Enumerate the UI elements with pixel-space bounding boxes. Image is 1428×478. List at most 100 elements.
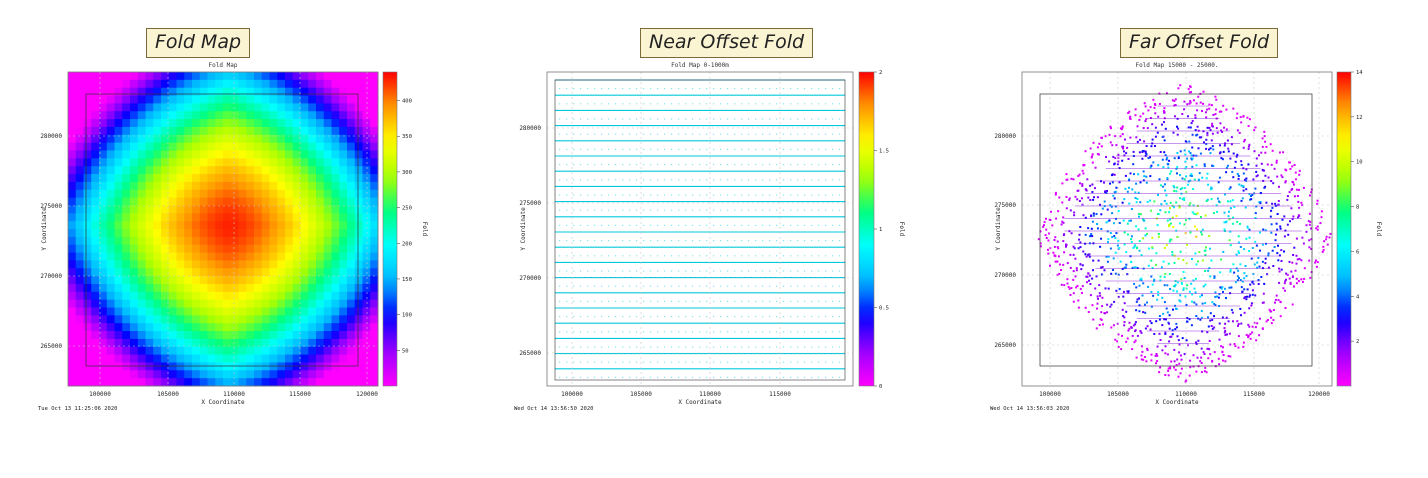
heatmap-cell: [168, 283, 177, 293]
fold-dot: [825, 331, 827, 333]
heatmap-cell: [114, 111, 123, 120]
heatmap-cell: [91, 221, 100, 230]
fold-point: [1272, 309, 1275, 311]
fold-point: [1259, 201, 1262, 203]
fold-point: [1133, 245, 1136, 248]
fold-point: [1278, 254, 1281, 257]
fold-dot: [622, 331, 624, 333]
y-tick-label: 270000: [519, 275, 541, 282]
heatmap-cell: [168, 189, 177, 198]
fold-point: [1183, 149, 1186, 152]
fold-dot: [825, 224, 827, 226]
fold-point: [1323, 240, 1326, 243]
heatmap-cell: [308, 362, 317, 371]
fold-point: [1247, 334, 1250, 337]
heatmap-cell: [339, 291, 348, 301]
fold-point: [1207, 357, 1210, 360]
fold-dot: [580, 224, 582, 226]
fold-dot: [643, 270, 645, 272]
heatmap-cell: [316, 150, 325, 159]
fold-point: [1097, 227, 1099, 230]
heatmap-cell: [145, 181, 154, 191]
fold-point: [1140, 345, 1143, 348]
fold-dot: [622, 376, 624, 378]
fold-point: [1214, 113, 1217, 116]
heatmap-cell: [106, 189, 115, 198]
fold-point: [1300, 201, 1303, 204]
fold-point: [1228, 239, 1231, 242]
heatmap-cell: [215, 346, 224, 355]
heatmap-cell: [261, 268, 270, 277]
fold-point: [1094, 187, 1096, 190]
fold-point: [1238, 277, 1240, 279]
heatmap-cell: [230, 174, 239, 183]
fold-dot: [839, 103, 841, 105]
fold-point: [1084, 233, 1087, 236]
heatmap-cell: [238, 197, 247, 206]
fold-dot: [615, 179, 617, 181]
fold-point: [1264, 262, 1267, 265]
fold-point: [1319, 222, 1322, 225]
heatmap-cell: [254, 158, 263, 167]
fold-point: [1204, 254, 1207, 256]
fold-dot: [790, 316, 792, 318]
heatmap-cell: [215, 276, 224, 285]
heatmap-cell: [99, 276, 108, 285]
heatmap-cell: [230, 236, 239, 246]
heatmap-cell: [91, 370, 100, 379]
heatmap-cell: [168, 315, 177, 324]
heatmap-cell: [316, 221, 325, 230]
fold-dot: [755, 376, 757, 378]
heatmap-cell: [130, 283, 139, 293]
fold-dot: [636, 88, 638, 90]
fold-dot: [783, 316, 785, 318]
heatmap-cell: [75, 229, 84, 238]
heatmap-cell: [316, 338, 325, 348]
fold-point: [1276, 252, 1279, 255]
heatmap-cell: [215, 95, 224, 104]
fold-point: [1144, 327, 1147, 330]
fold-point: [1150, 209, 1153, 212]
fold-point: [1157, 235, 1160, 238]
fold-dot: [839, 240, 841, 242]
fold-point: [1201, 110, 1203, 112]
fold-point: [1177, 157, 1180, 160]
fold-point: [1138, 240, 1141, 242]
heatmap-cell: [145, 346, 154, 355]
fold-point: [1296, 258, 1299, 261]
heatmap-cell: [285, 236, 294, 246]
heatmap-cell: [68, 291, 77, 301]
heatmap-cell: [207, 103, 216, 112]
fold-point: [1121, 133, 1124, 136]
heatmap-cell: [331, 111, 340, 120]
fold-dot: [727, 376, 729, 378]
fold-dot: [790, 240, 792, 242]
fold-dot: [825, 179, 827, 181]
fold-point: [1160, 266, 1163, 269]
heatmap-cell: [292, 189, 301, 198]
heatmap-cell: [215, 315, 224, 324]
heatmap-cell: [75, 283, 84, 293]
heatmap-cell: [230, 260, 239, 269]
fold-dot: [720, 285, 722, 287]
fold-dot: [804, 224, 806, 226]
fold-point: [1210, 187, 1213, 190]
fold-point: [1066, 278, 1069, 281]
fold-point: [1135, 201, 1138, 204]
fold-point: [1191, 293, 1194, 296]
fold-dot: [622, 224, 624, 226]
heatmap-cell: [323, 268, 332, 277]
heatmap-cell: [122, 87, 131, 96]
fold-dot: [559, 300, 561, 302]
heatmap-cell: [114, 221, 123, 230]
heatmap-cell: [130, 362, 139, 371]
heatmap-cell: [207, 213, 216, 222]
heatmap-cell: [323, 158, 332, 167]
heatmap-cell: [292, 95, 301, 104]
fold-dot: [580, 118, 582, 120]
fold-dot: [727, 316, 729, 318]
heatmap-cell: [161, 197, 170, 206]
fold-point: [1149, 166, 1152, 169]
plot-frame: [546, 71, 854, 387]
heatmap-cell: [354, 331, 363, 340]
